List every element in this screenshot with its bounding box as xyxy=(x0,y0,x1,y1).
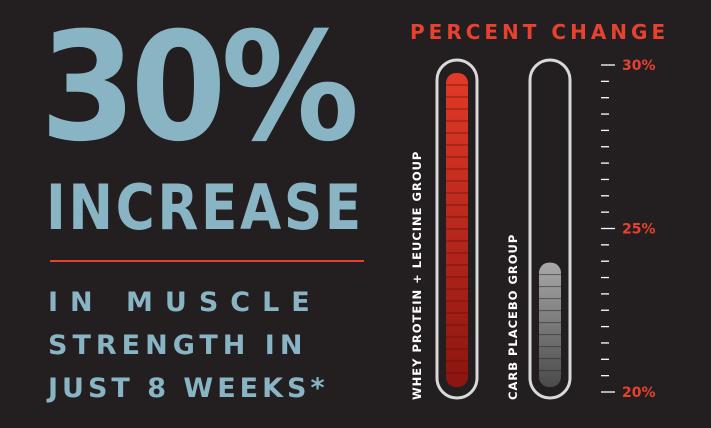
bar-fill-whey-protein-leucine-group xyxy=(446,73,468,387)
divider-rule xyxy=(50,260,364,262)
y-tick-label: 20% xyxy=(622,385,656,401)
tube-outline-whey-protein-leucine-group xyxy=(435,58,479,400)
bar-fill-carb-placebo-group xyxy=(539,262,561,387)
y-tick-label: 30% xyxy=(622,58,656,74)
subheadline-line-2: STRENGTH IN xyxy=(48,330,308,361)
headline-word: INCREASE xyxy=(46,171,364,244)
headline-value: 30% xyxy=(40,1,359,175)
category-label-whey-protein-leucine-group: WHEY PROTEIN + LEUCINE GROUP xyxy=(410,151,424,400)
category-label-carb-placebo-group: CARB PLACEBO GROUP xyxy=(506,234,520,400)
y-tick-label: 25% xyxy=(622,222,656,238)
tube-outline-carb-placebo-group xyxy=(528,58,572,400)
subheadline-line-1: IN MUSCLE xyxy=(48,287,322,318)
subheadline-line-3: JUST 8 WEEKS* xyxy=(48,373,329,404)
chart-title: PERCENT CHANGE xyxy=(410,20,670,44)
